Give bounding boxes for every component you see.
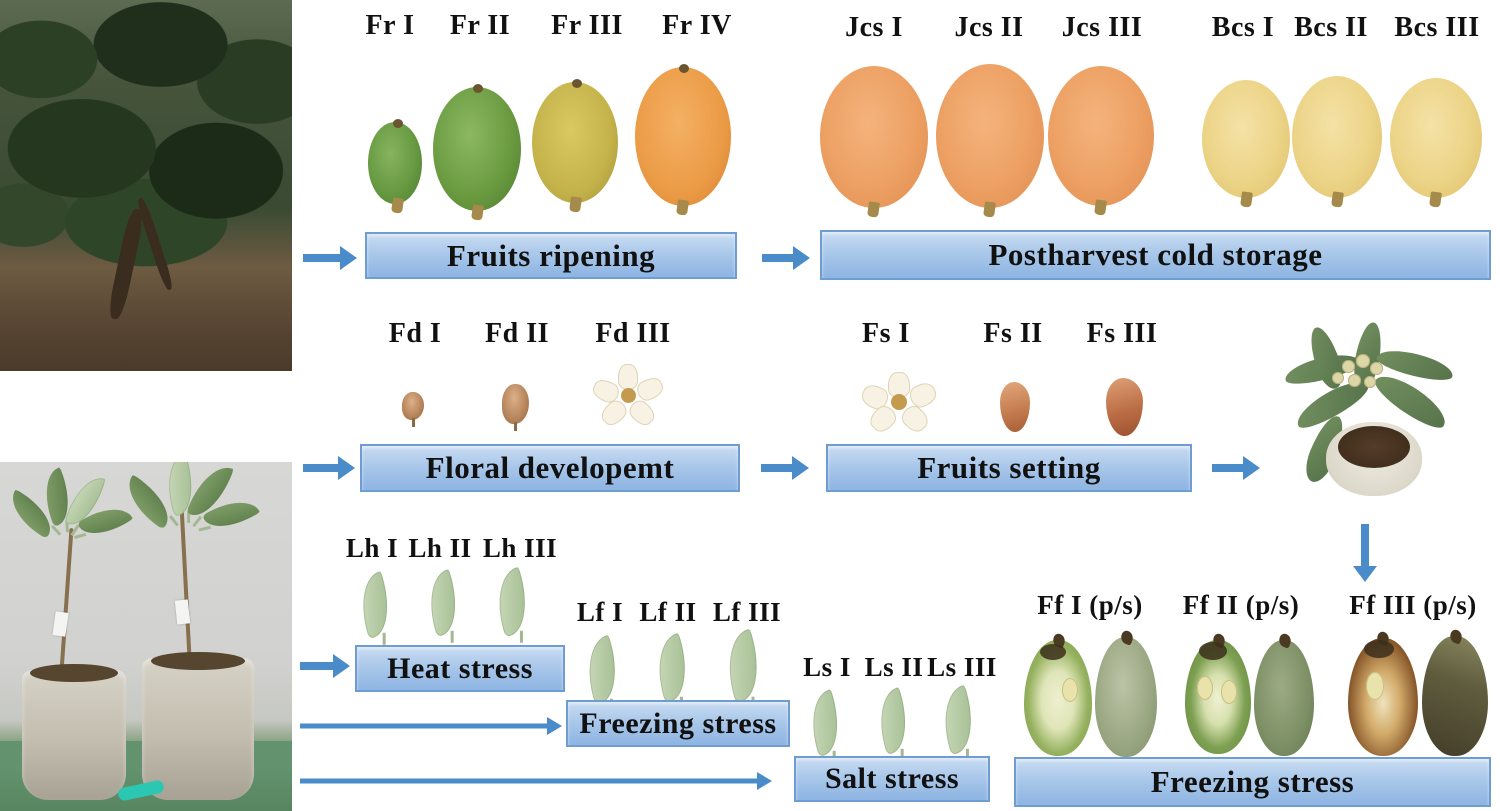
stage-label-ls-2: Ls II: [864, 652, 924, 682]
floral-bud-fd-1: [402, 392, 424, 427]
stage-label-lf-3: Lf III: [712, 597, 782, 627]
leaf-ls-3: [933, 684, 983, 756]
stage-label-jcs-1: Jcs I: [845, 12, 903, 43]
arrow-ripening-to-storage: [762, 246, 810, 270]
leaf-ls-1: [802, 689, 848, 757]
fruit-fr-4: [635, 64, 731, 206]
banner-freezing-stress-leaves: Freezing stress: [566, 700, 790, 747]
stage-label-jcs-2: Jcs II: [954, 12, 1024, 43]
fruit-fr-1: [368, 119, 422, 204]
fabric-pot: [22, 664, 126, 800]
stage-label-jcs-3: Jcs III: [1061, 12, 1143, 43]
banner-freezing-stress-fruits: Freezing stress: [1014, 757, 1491, 807]
tree-trunk: [106, 207, 146, 321]
leaf-lh-3: [487, 566, 537, 638]
fruit-jcs-3: [1048, 66, 1154, 206]
potted-seedlings-photo: [0, 462, 292, 811]
stage-label-ls-1: Ls I: [803, 652, 851, 682]
fruit-ff-3-whole: [1422, 636, 1488, 756]
stage-label-ls-3: Ls III: [927, 652, 997, 682]
stage-label-lh-3: Lh III: [482, 533, 558, 563]
banner-salt-stress: Salt stress: [794, 756, 990, 802]
stage-label-fr-1: Fr I: [365, 10, 415, 41]
arrow-tree-to-floral: [303, 456, 355, 480]
stage-label-bcs-1: Bcs I: [1211, 12, 1275, 43]
stage-label-fd-2: Fd II: [485, 318, 549, 349]
fruitlet-fs-2: [1000, 382, 1030, 432]
fruit-jcs-2: [936, 64, 1044, 208]
seedling-stem: [58, 528, 74, 686]
fruit-ff-2-cut: [1185, 640, 1251, 754]
leaf-lf-2: [647, 632, 697, 704]
fruit-bcs-3: [1390, 78, 1482, 198]
fruit-ff-1-whole: [1095, 637, 1157, 757]
stage-label-bcs-3: Bcs III: [1394, 12, 1480, 43]
fruit-ff-3-cut: [1348, 638, 1418, 756]
fabric-pot: [142, 652, 254, 800]
leaf-ls-2: [870, 687, 916, 755]
stage-label-bcs-2: Bcs II: [1294, 12, 1368, 43]
stage-label-lf-1: Lf I: [576, 597, 624, 627]
arrow-setting-to-plant: [1212, 456, 1260, 480]
banner-fruits-ripening: Fruits ripening: [365, 232, 737, 279]
stage-label-fd-1: Fd I: [388, 318, 442, 349]
banner-postharvest-cold-storage: Postharvest cold storage: [820, 230, 1491, 280]
arrow-seedling-to-salt: [300, 771, 772, 791]
fruit-bcs-1: [1202, 80, 1290, 198]
fruit-ff-2-whole: [1254, 640, 1314, 756]
tree-branch: [135, 196, 175, 292]
arrow-floral-to-setting: [761, 456, 809, 480]
arrow-plant-down: [1352, 524, 1378, 582]
leaf-lh-1: [352, 571, 398, 639]
fruit-bcs-2: [1292, 76, 1382, 198]
stage-label-fr-4: Fr IV: [662, 10, 732, 41]
fruit-fr-2: [433, 84, 521, 211]
stage-label-fd-3: Fd III: [595, 318, 671, 349]
stage-label-fr-3: Fr III: [551, 10, 623, 41]
stage-label-lh-1: Lh I: [345, 533, 399, 563]
banner-heat-stress: Heat stress: [355, 645, 565, 692]
fruit-ff-1-cut: [1024, 640, 1092, 756]
stage-label-ff-2: Ff II (p/s): [1182, 590, 1300, 620]
stage-label-ff-3: Ff III (p/s): [1349, 590, 1477, 620]
banner-fruits-setting: Fruits setting: [826, 444, 1192, 492]
stage-label-fs-3: Fs III: [1086, 318, 1158, 349]
flower-fs-1: [858, 372, 940, 436]
arrow-tree-to-ripening: [303, 246, 357, 270]
orchard-tree-photo: [0, 0, 292, 371]
stage-label-lf-2: Lf II: [639, 597, 697, 627]
stage-label-ff-1: Ff I (p/s): [1037, 590, 1143, 620]
banner-floral-development: Floral developemt: [360, 444, 740, 492]
leaf-lf-3: [717, 628, 769, 704]
stage-label-fr-2: Fr II: [449, 10, 511, 41]
plant-tag: [174, 599, 191, 625]
stage-label-fs-1: Fs I: [862, 318, 910, 349]
leaf-lh-2: [420, 569, 466, 637]
leaf-lf-1: [577, 634, 627, 706]
stage-label-lh-2: Lh II: [408, 533, 472, 563]
stage-label-fs-2: Fs II: [983, 318, 1043, 349]
fruitlet-fs-3: [1106, 378, 1143, 436]
floral-bud-fd-2: [502, 384, 529, 431]
arrow-seedling-to-freezing: [300, 716, 562, 736]
fruit-jcs-1: [820, 66, 928, 208]
flower-fd-3: [589, 364, 667, 430]
arrow-seedling-to-heat: [300, 654, 350, 678]
flowering-plant-photo: [1282, 320, 1456, 498]
fruit-fr-3: [532, 79, 618, 203]
